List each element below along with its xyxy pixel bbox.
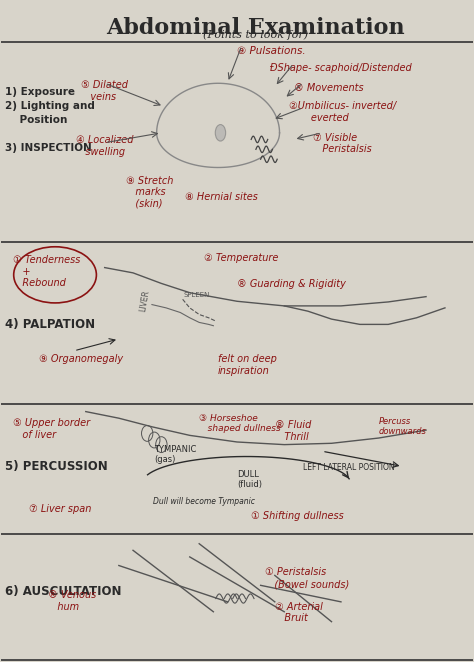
- Text: LIVER: LIVER: [138, 289, 151, 312]
- Text: ⑨ Pulsations.: ⑨ Pulsations.: [237, 46, 306, 56]
- Text: LEFT LATERAL POSITION: LEFT LATERAL POSITION: [303, 463, 395, 472]
- Text: ②Umbilicus- inverted/
       everted: ②Umbilicus- inverted/ everted: [289, 101, 396, 122]
- Text: 4) PALPATION: 4) PALPATION: [5, 318, 96, 331]
- Text: ® Movements: ® Movements: [294, 83, 364, 93]
- Text: Dull will become Tympanic: Dull will become Tympanic: [153, 497, 255, 506]
- Text: ① Tenderness
   +
   Rebound: ① Tenderness + Rebound: [12, 255, 80, 288]
- Text: ⑦ Visible
   Peristalsis: ⑦ Visible Peristalsis: [313, 133, 371, 154]
- Text: ® Venous
   hum: ® Venous hum: [48, 590, 96, 612]
- Text: (Points to look for): (Points to look for): [203, 29, 309, 40]
- Text: ⑤ Upper border
   of liver: ⑤ Upper border of liver: [12, 418, 90, 440]
- Text: ① Shifting dullness: ① Shifting dullness: [251, 510, 344, 521]
- Text: 5) PERCUSSION: 5) PERCUSSION: [5, 460, 108, 473]
- Text: ② Temperature: ② Temperature: [204, 253, 278, 263]
- Text: ® Fluid
   Thrill: ® Fluid Thrill: [275, 420, 311, 442]
- Text: ® Guarding & Rigidity: ® Guarding & Rigidity: [237, 279, 346, 289]
- Text: ⑤ Dilated
   veins: ⑤ Dilated veins: [81, 80, 128, 101]
- Text: ⑨ Stretch
   marks
   (skin): ⑨ Stretch marks (skin): [126, 175, 173, 209]
- Text: DULL
(fluid): DULL (fluid): [237, 470, 262, 489]
- Text: ⑧ Hernial sites: ⑧ Hernial sites: [185, 192, 258, 203]
- Text: SPLEEN: SPLEEN: [183, 292, 210, 298]
- Text: ② Arterial
   Bruit: ② Arterial Bruit: [275, 602, 323, 624]
- Text: ⑦ Liver span: ⑦ Liver span: [29, 504, 91, 514]
- Ellipse shape: [215, 124, 226, 141]
- Text: 6) AUSCULTATION: 6) AUSCULTATION: [5, 585, 122, 598]
- Text: ④ Localized
   swelling: ④ Localized swelling: [76, 136, 134, 157]
- Text: TYMPANIC
(gas): TYMPANIC (gas): [155, 445, 197, 464]
- Text: ③ Horseshoe
   shaped dullness: ③ Horseshoe shaped dullness: [199, 414, 281, 433]
- Text: ÐShape- scaphoid/Distended: ÐShape- scaphoid/Distended: [270, 64, 412, 73]
- Text: ⑨ Organomegaly: ⑨ Organomegaly: [38, 354, 123, 364]
- Text: ① Peristalsis
   (Bowel sounds): ① Peristalsis (Bowel sounds): [265, 567, 350, 589]
- Text: 1) Exposure
2) Lighting and
    Position

3) INSPECTION: 1) Exposure 2) Lighting and Position 3) …: [5, 87, 95, 152]
- Text: Abdominal Examination: Abdominal Examination: [107, 17, 405, 39]
- Text: Percuss
downwards: Percuss downwards: [379, 417, 427, 436]
- Text: felt on deep
inspiration: felt on deep inspiration: [218, 354, 277, 376]
